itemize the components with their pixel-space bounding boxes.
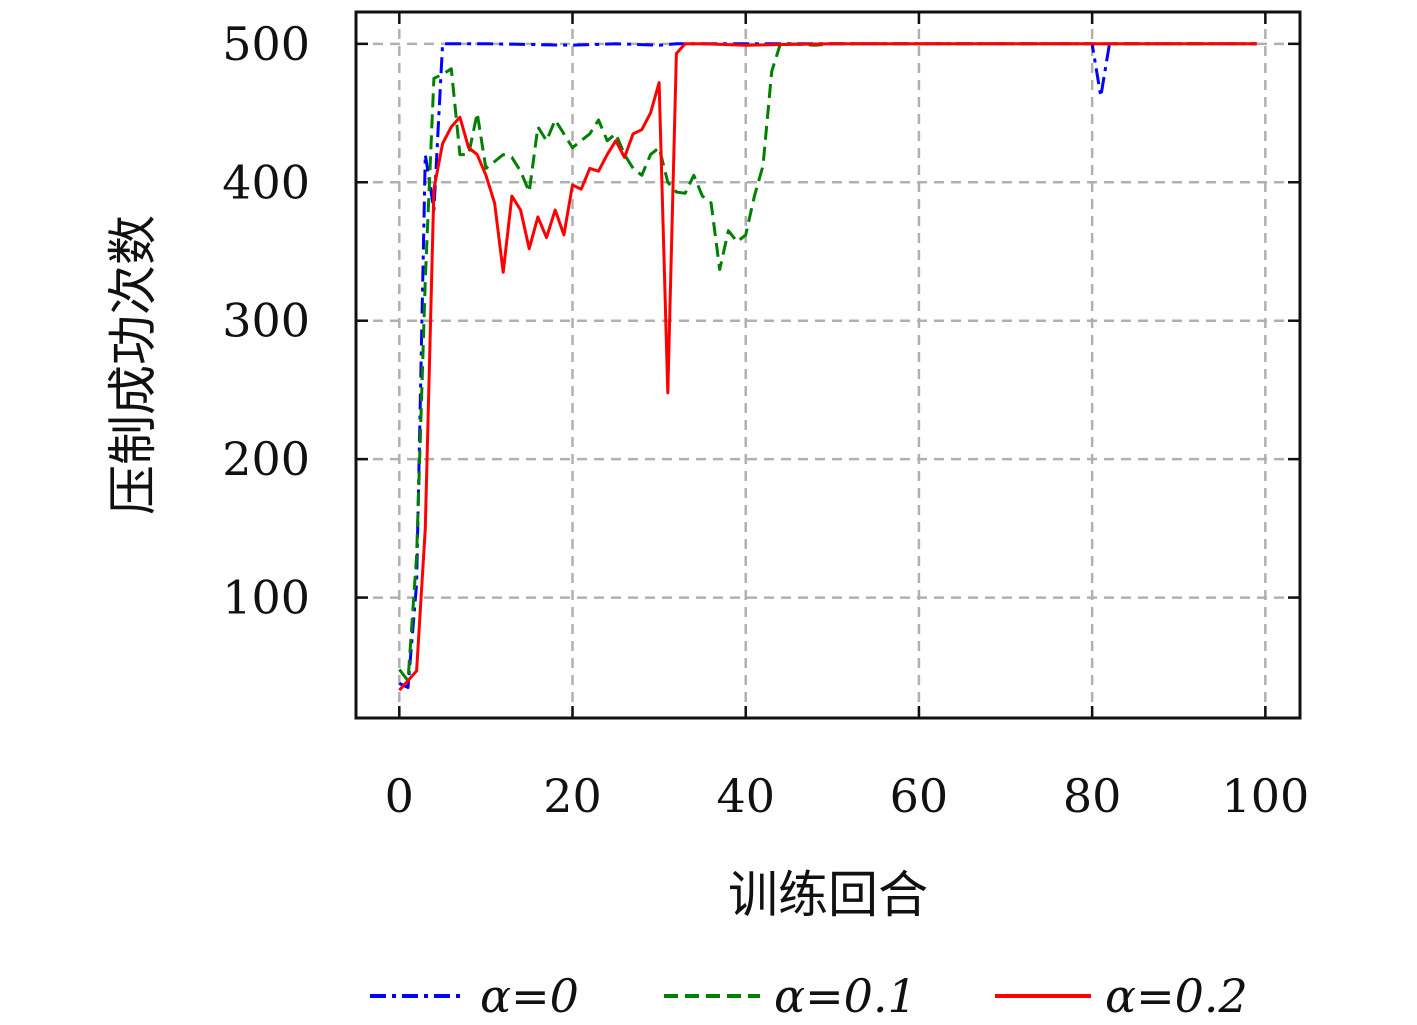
y-tick-label: 200 [222, 432, 310, 486]
x-tick-label: 0 [385, 769, 414, 823]
x-tick-label: 40 [716, 769, 775, 823]
legend-label-1: α=0.1 [774, 969, 917, 1023]
x-tick-label: 80 [1063, 769, 1122, 823]
series-line-2 [398, 42, 1257, 692]
series-lines [398, 42, 1257, 692]
y-tick-label: 100 [222, 571, 310, 625]
legend-label-0: α=0 [480, 969, 579, 1023]
x-axis-label: 训练回合 [728, 866, 928, 924]
y-tick-label: 400 [222, 155, 310, 209]
grid-lines [356, 12, 1300, 718]
y-tick-label: 500 [222, 17, 310, 71]
axis-ticks: 0 20 40 60 80 100 100 200 300 400 500 [222, 12, 1309, 823]
x-tick-label: 60 [890, 769, 949, 823]
x-tick-label: 20 [543, 769, 602, 823]
series-line-1 [398, 42, 1257, 683]
legend: α=0 α=0.1 α=0.2 [370, 969, 1248, 1023]
series-line-0 [398, 42, 1257, 689]
plot-frame [354, 10, 1302, 720]
x-tick-label: 100 [1221, 769, 1309, 823]
y-axis-label: 压制成功次数 [104, 215, 162, 515]
y-tick-label: 300 [222, 294, 310, 348]
legend-label-2: α=0.2 [1105, 969, 1248, 1023]
